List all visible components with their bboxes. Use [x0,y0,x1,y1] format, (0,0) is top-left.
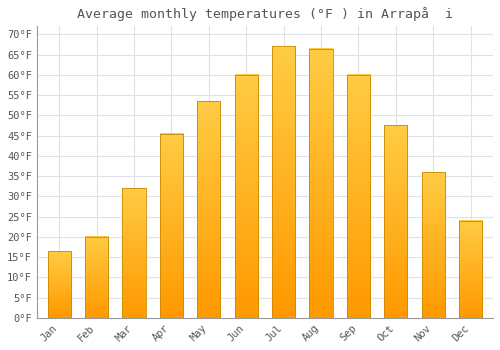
Bar [197,101,220,318]
Bar [310,49,332,318]
Bar [234,75,258,318]
Bar [422,172,445,318]
Bar [384,126,407,318]
Title: Average monthly temperatures (°F ) in Arrapå  i: Average monthly temperatures (°F ) in Ar… [77,7,453,21]
Bar [347,75,370,318]
Bar [85,237,108,318]
Bar [122,188,146,318]
Bar [272,47,295,318]
Bar [160,134,183,318]
Bar [48,251,71,318]
Bar [459,220,482,318]
